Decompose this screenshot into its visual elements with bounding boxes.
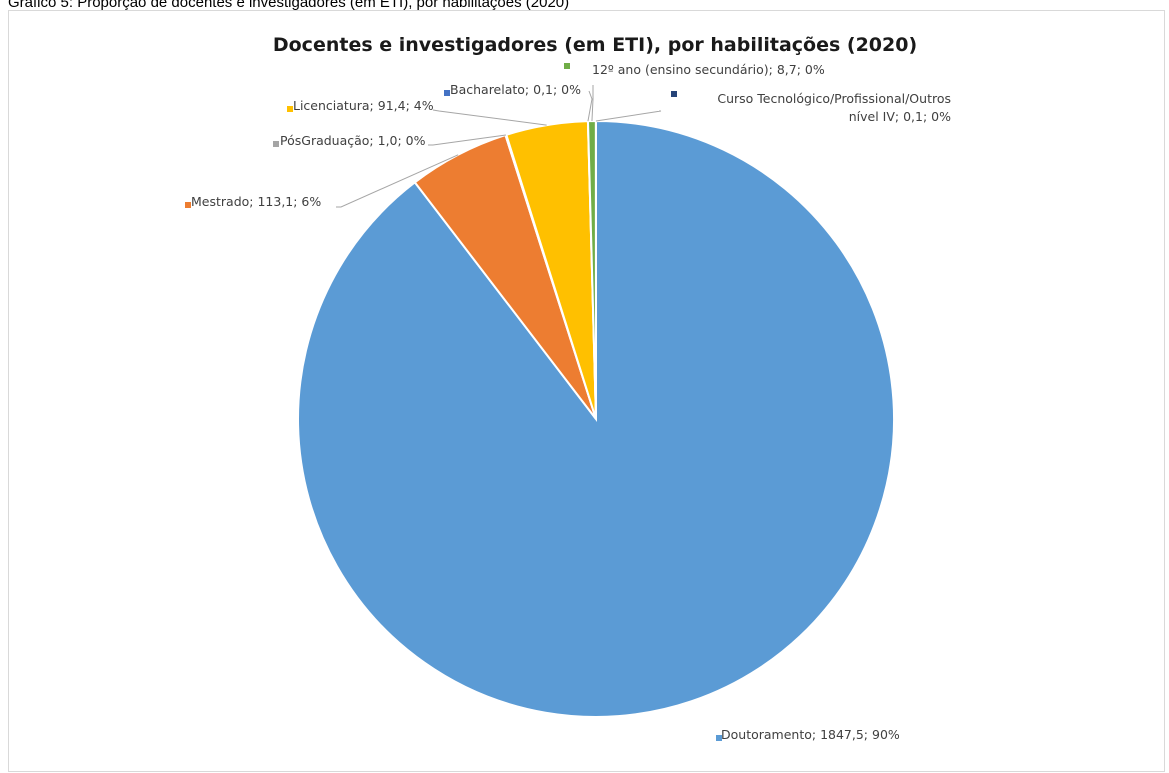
label-marker-4 [287,106,293,112]
data-label-4: Licenciatura; 91,4; 4% [293,98,434,113]
data-label-1: Doutoramento; 1847,5; 90% [721,727,900,742]
pie-chart: Docentes e investigadores (em ETI), por … [185,34,951,742]
leader-line-2 [336,154,459,208]
leader-lines [336,85,662,208]
pie-slices [297,119,895,718]
label-marker-6 [564,63,570,69]
chart-area: Docentes e investigadores (em ETI), por … [8,10,1165,772]
leader-line-5 [587,90,593,122]
chart-title: Docentes e investigadores (em ETI), por … [273,34,917,56]
leader-line-7 [595,110,662,122]
label-marker-3 [273,141,279,147]
label-marker-5 [444,90,450,96]
data-label-7: Curso Tecnológico/Profissional/Outros nív… [717,91,951,124]
label-marker-2 [185,202,191,208]
label-marker-1 [716,735,722,741]
data-label-6: 12º ano (ensino secundário); 8,7; 0% [592,62,825,77]
data-label-3: PósGraduação; 1,0; 0% [280,133,426,148]
leader-line-6 [591,85,594,122]
leader-line-4 [432,109,547,126]
label-marker-7 [671,91,677,97]
leader-line-3 [428,134,506,146]
figure-caption: Gráfico 5: Proporção de docentes e inves… [8,0,570,11]
data-label-5: Bacharelato; 0,1; 0% [450,82,581,97]
data-labels: Doutoramento; 1847,5; 90% Mestrado; 113,1… [185,62,951,742]
data-label-2: Mestrado; 113,1; 6% [191,194,321,209]
